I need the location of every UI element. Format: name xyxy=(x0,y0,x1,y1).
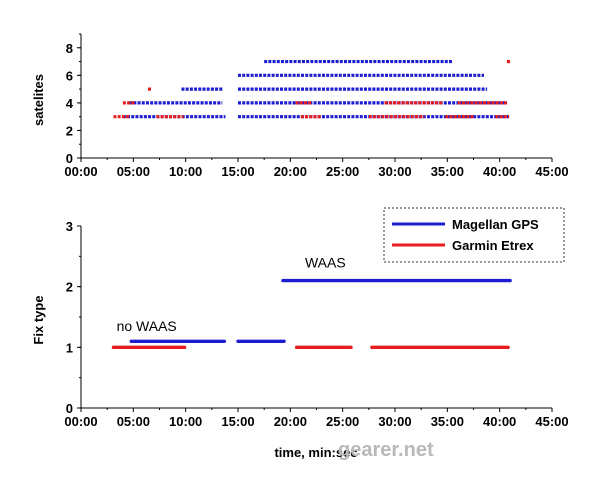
fix-x-tick-label: 00:00 xyxy=(64,414,97,429)
sat-y-tick-label: 4 xyxy=(66,96,74,111)
satellites-axes: 00:00 05:00 10:00 15:00 20:00 25:00 30:00 35:00… xyxy=(64,33,569,179)
sat-x-tick-label: 10:00 xyxy=(169,164,202,179)
fix-x-tick-label: 30:00 xyxy=(378,414,411,429)
sat-y-tick-label: 0 xyxy=(66,151,73,166)
legend-label-garmin: Garmin Etrex xyxy=(452,238,534,253)
fix-type-chart: 00:00 05:00 10:00 15:00 20:00 25:00 30:00 35:00… xyxy=(31,207,569,460)
fix-y-tick-label: 0 xyxy=(66,401,73,416)
annotation-waas: WAAS xyxy=(305,255,346,271)
satellites-chart: 00:00 05:00 10:00 15:00 20:00 25:00 30:00 35:00… xyxy=(31,33,569,179)
sat-x-tick-label: 35:00 xyxy=(431,164,464,179)
fix-x-tick-label: 35:00 xyxy=(431,414,464,429)
fix-y-tick-label: 1 xyxy=(66,340,73,355)
legend-label-magellan: Magellan GPS xyxy=(452,217,539,232)
fix-x-tick-label: 10:00 xyxy=(169,414,202,429)
fix-x-tick-label: 20:00 xyxy=(274,414,307,429)
legend-box xyxy=(383,207,565,263)
watermark-text: gearer.net xyxy=(338,439,434,461)
sat-x-tick-label: 30:00 xyxy=(378,164,411,179)
fix-x-tick-label: 45:00 xyxy=(535,414,568,429)
satellites-data-marks xyxy=(113,59,511,119)
annotation-no-waas: no WAAS xyxy=(117,318,177,334)
sat-x-tick-label: 45:00 xyxy=(535,164,568,179)
fix-type-x-axis-title: time, min:sec xyxy=(274,445,357,460)
fix-y-tick-label: 2 xyxy=(66,280,73,295)
fix-x-tick-label: 40:00 xyxy=(483,414,516,429)
sat-y-tick-label: 2 xyxy=(66,123,73,138)
sat-y-tick-label: 8 xyxy=(66,41,73,56)
sat-x-tick-label: 40:00 xyxy=(483,164,516,179)
satellites-y-axis-title: satelites xyxy=(31,74,46,126)
sat-y-tick-label: 6 xyxy=(66,68,73,83)
fix-y-tick-label: 3 xyxy=(66,219,73,234)
fix-type-legend: Magellan GPS Garmin Etrex xyxy=(383,207,565,263)
fix-type-data-marks xyxy=(111,278,512,350)
sat-x-tick-label: 20:00 xyxy=(274,164,307,179)
fix-type-y-axis-title: Fix type xyxy=(31,295,46,344)
sat-x-tick-label: 00:00 xyxy=(64,164,97,179)
fix-type-axes: 00:00 05:00 10:00 15:00 20:00 25:00 30:00 35:00… xyxy=(64,219,568,429)
sat-x-tick-label: 05:00 xyxy=(117,164,150,179)
sat-x-tick-label: 15:00 xyxy=(221,164,254,179)
fix-x-tick-label: 05:00 xyxy=(117,414,150,429)
sat-x-tick-label: 25:00 xyxy=(326,164,359,179)
fix-x-tick-label: 15:00 xyxy=(221,414,254,429)
fix-x-tick-label: 25:00 xyxy=(326,414,359,429)
